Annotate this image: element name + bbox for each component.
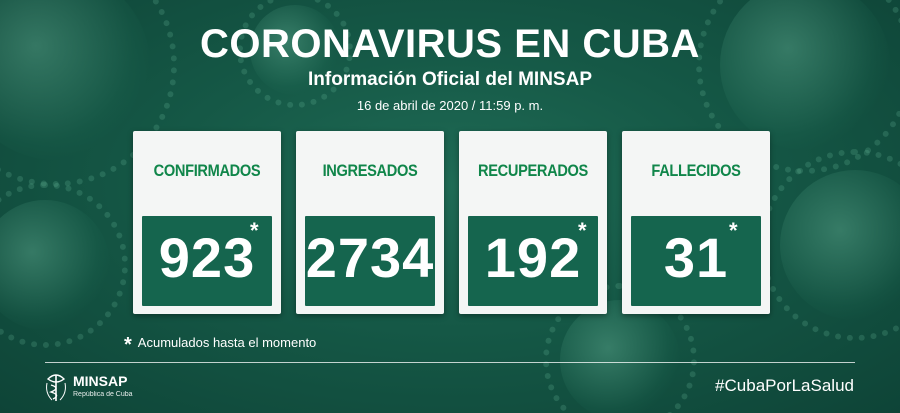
card-label: INGRESADOS bbox=[322, 161, 418, 180]
card-value-box: 2734 bbox=[305, 216, 435, 306]
hashtag: #CubaPorLaSalud bbox=[715, 376, 854, 395]
card-label: CONFIRMADOS bbox=[153, 161, 261, 180]
logo-subtitle: República de Cuba bbox=[73, 391, 133, 398]
virus-decoration bbox=[0, 181, 129, 349]
footnote-star: * bbox=[124, 334, 132, 356]
logo-name: MINSAP bbox=[73, 373, 128, 389]
page-subtitle: Información Oficial del MINSAP bbox=[308, 69, 592, 90]
card-deceased: FALLECIDOS 31 * bbox=[622, 131, 770, 314]
card-value-box: 31 * bbox=[631, 216, 761, 306]
report-date: 16 de abril de 2020 / 11:59 p. m. bbox=[356, 98, 544, 113]
card-value-box: 923 * bbox=[142, 216, 272, 306]
caduceus-icon bbox=[46, 374, 66, 401]
card-value-box: 192 * bbox=[468, 216, 598, 306]
header: CORONAVIRUS EN CUBA Información Oficial … bbox=[0, 22, 900, 114]
card-value: 31 bbox=[663, 226, 729, 289]
stats-cards: CONFIRMADOS 923 * INGRESADOS 2734 RECUPE… bbox=[133, 131, 778, 314]
card-label: FALLECIDOS bbox=[651, 161, 741, 180]
virus-decoration bbox=[0, 0, 177, 187]
minsap-logo: MINSAP República de Cuba bbox=[44, 372, 133, 404]
card-value: 923 bbox=[158, 226, 256, 289]
card-value: 192 bbox=[484, 226, 582, 289]
virus-decoration bbox=[543, 283, 697, 413]
page-title: CORONAVIRUS EN CUBA bbox=[200, 22, 700, 66]
virus-decoration bbox=[237, 0, 353, 108]
footnote-text: Acumulados hasta el momento bbox=[137, 335, 317, 350]
asterisk-mark: * bbox=[250, 218, 259, 243]
card-value: 2734 bbox=[305, 226, 435, 289]
card-confirmed: CONFIRMADOS 923 * bbox=[133, 131, 281, 314]
footnote: * Acumulados hasta el momento bbox=[124, 334, 316, 357]
card-admitted: INGRESADOS 2734 bbox=[296, 131, 444, 314]
card-recovered: RECUPERADOS 192 * bbox=[459, 131, 607, 314]
asterisk-mark: * bbox=[578, 218, 587, 243]
footer-divider bbox=[45, 362, 855, 363]
virus-decoration bbox=[759, 149, 900, 341]
virus-decoration bbox=[696, 0, 900, 174]
asterisk-mark: * bbox=[729, 218, 738, 243]
card-label: RECUPERADOS bbox=[478, 161, 588, 180]
